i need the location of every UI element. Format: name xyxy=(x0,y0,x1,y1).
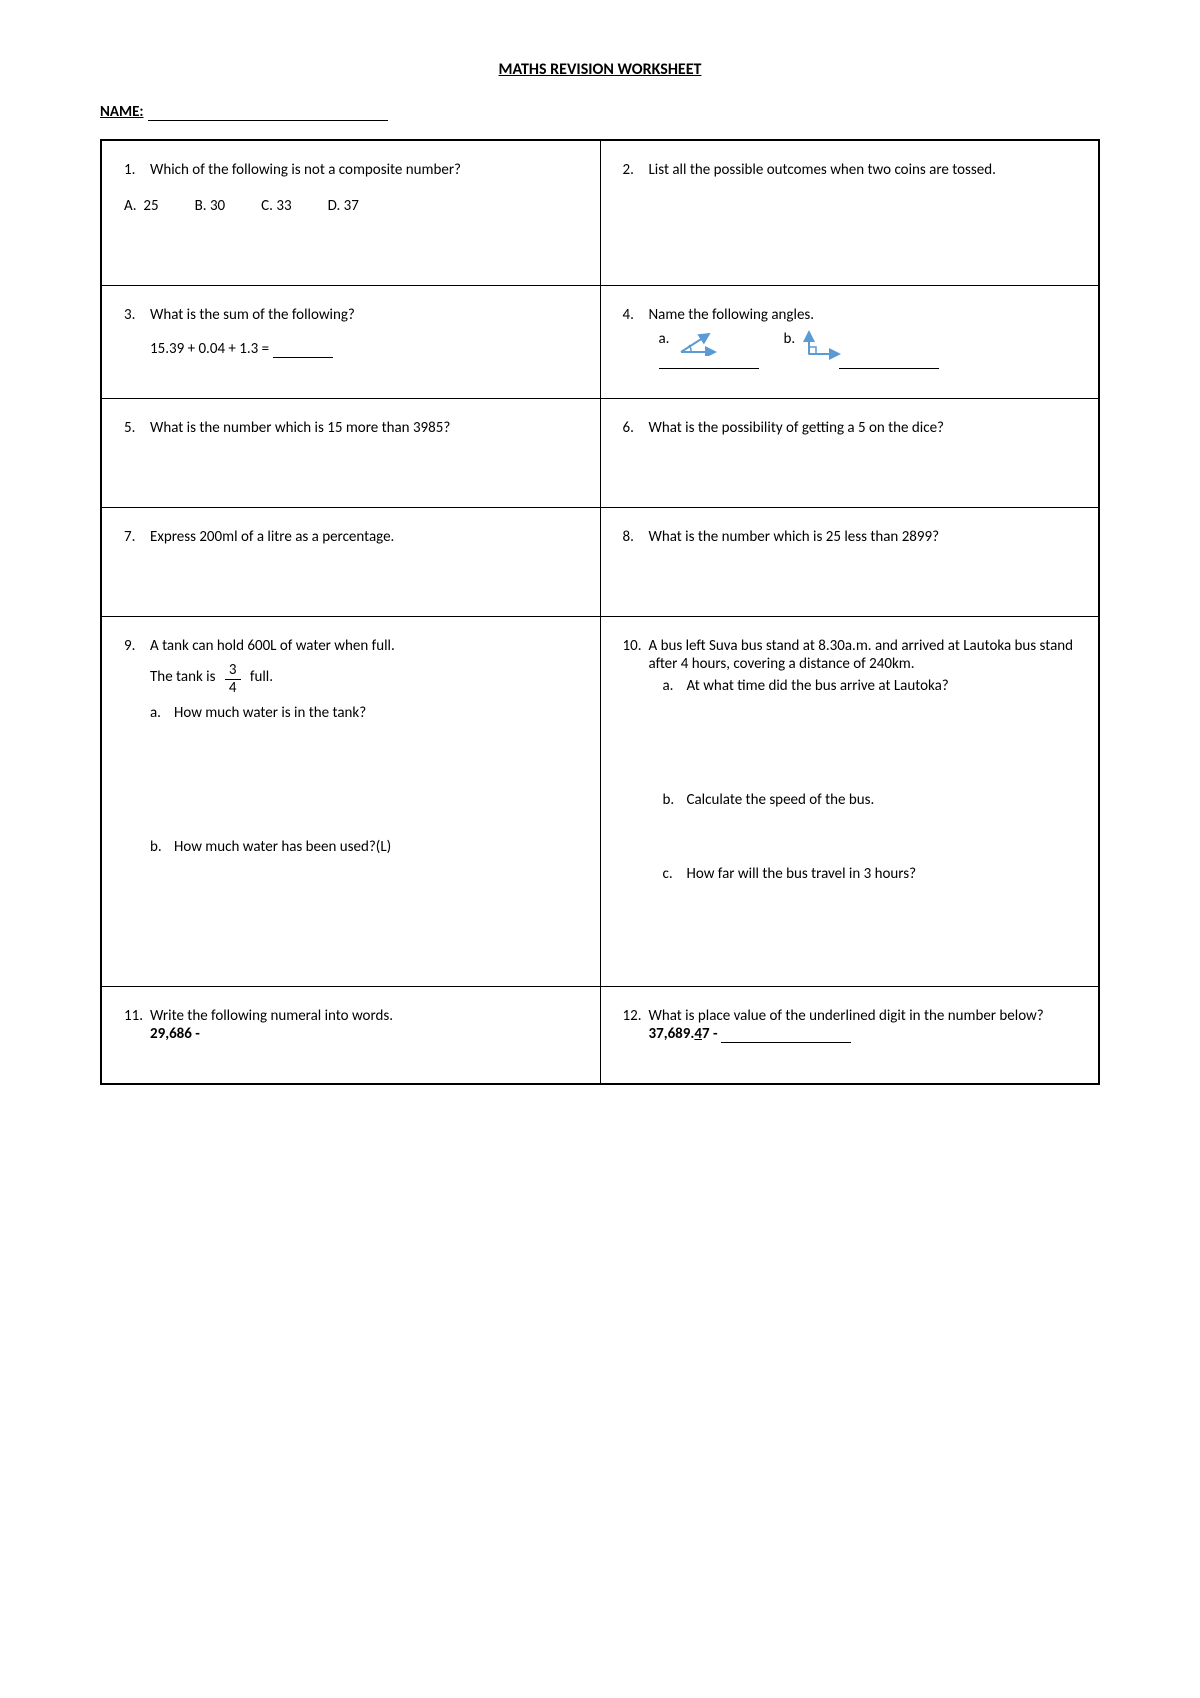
qtext: A bus left Suva bus stand at 8.30a.m. an… xyxy=(649,637,1077,883)
qtext: What is the possibility of getting a 5 o… xyxy=(649,419,1077,437)
worksheet-page: MATHS REVISION WORKSHEET NAME: 1. Which … xyxy=(0,0,1200,1145)
cell-q3: 3. What is the sum of the following? 15.… xyxy=(101,286,600,399)
qtext: What is place value of the underlined di… xyxy=(649,1007,1077,1043)
q9-line2: The tank is 3 4 full. xyxy=(150,661,578,694)
cell-q11: 11. Write the following numeral into wor… xyxy=(101,987,600,1085)
cell-q9: 9. A tank can hold 600L of water when fu… xyxy=(101,617,600,987)
q3-equation: 15.39 + 0.04 + 1.3 = xyxy=(124,340,578,358)
qtext: Which of the following is not a composit… xyxy=(150,161,578,179)
answer-blank[interactable] xyxy=(839,368,939,369)
name-label: NAME: xyxy=(100,103,144,121)
angle-b-label: b. xyxy=(783,328,795,348)
qnum: 9. xyxy=(124,637,150,655)
qtext: Write the following numeral into words. … xyxy=(150,1007,578,1043)
opt-b: B. 30 xyxy=(195,197,226,215)
qtext: Name the following angles. a. xyxy=(649,306,1077,369)
subtext: At what time did the bus arrive at Lauto… xyxy=(687,677,949,695)
qnum: 8. xyxy=(623,528,649,546)
qnum: 11. xyxy=(124,1007,150,1025)
subtext: Calculate the speed of the bus. xyxy=(687,791,875,809)
subtext: How much water has been used?(L) xyxy=(174,838,391,856)
qtext: Express 200ml of a litre as a percentage… xyxy=(150,528,578,546)
q11-value: 29,686 - xyxy=(150,1025,200,1043)
q1-options: A. 25 B. 30 C. 33 D. 37 xyxy=(124,197,578,215)
qnum: 7. xyxy=(124,528,150,546)
cell-q1: 1. Which of the following is not a compo… xyxy=(101,140,600,286)
fraction: 3 4 xyxy=(225,663,241,696)
qnum: 3. xyxy=(124,306,150,324)
angle-a-label: a. xyxy=(659,328,670,348)
worksheet-table: 1. Which of the following is not a compo… xyxy=(100,139,1100,1085)
cell-q4: 4. Name the following angles. a. xyxy=(600,286,1099,399)
cell-q2: 2. List all the possible outcomes when t… xyxy=(600,140,1099,286)
acute-angle-icon xyxy=(675,328,723,356)
angle-row: a. xyxy=(659,328,1077,360)
opt-a: A. 25 xyxy=(124,197,159,215)
qnum: 4. xyxy=(623,306,649,324)
opt-c: C. 33 xyxy=(261,197,291,215)
subletter: a. xyxy=(663,677,687,695)
right-angle-icon xyxy=(801,328,845,360)
name-row: NAME: xyxy=(100,103,1100,121)
qtext: What is the sum of the following? xyxy=(150,306,578,324)
qtext: List all the possible outcomes when two … xyxy=(649,161,1077,179)
answer-blank[interactable] xyxy=(721,1042,851,1043)
subletter: a. xyxy=(150,704,174,722)
cell-q7: 7. Express 200ml of a litre as a percent… xyxy=(101,508,600,617)
q9-line1: A tank can hold 600L of water when full. xyxy=(150,637,578,655)
cell-q12: 12. What is place value of the underline… xyxy=(600,987,1099,1085)
cell-q5: 5. What is the number which is 15 more t… xyxy=(101,399,600,508)
cell-q8: 8. What is the number which is 25 less t… xyxy=(600,508,1099,617)
qnum: 2. xyxy=(623,161,649,179)
page-title: MATHS REVISION WORKSHEET xyxy=(100,60,1100,79)
qtext: A tank can hold 600L of water when full.… xyxy=(150,637,578,966)
subletter: b. xyxy=(663,791,687,809)
qnum: 12. xyxy=(623,1007,649,1025)
qnum: 10. xyxy=(623,637,649,655)
qnum: 1. xyxy=(124,161,150,179)
qtext: What is the number which is 25 less than… xyxy=(649,528,1077,546)
qnum: 5. xyxy=(124,419,150,437)
answer-blank[interactable] xyxy=(273,357,333,358)
cell-q6: 6. What is the possibility of getting a … xyxy=(600,399,1099,508)
name-blank[interactable] xyxy=(148,120,388,121)
qtext: What is the number which is 15 more than… xyxy=(150,419,578,437)
subtext: How far will the bus travel in 3 hours? xyxy=(687,865,917,883)
answer-blank[interactable] xyxy=(659,368,759,369)
cell-q10: 10. A bus left Suva bus stand at 8.30a.m… xyxy=(600,617,1099,987)
q12-value: 37,689.47 - xyxy=(649,1025,722,1043)
subtext: How much water is in the tank? xyxy=(174,704,366,722)
qnum: 6. xyxy=(623,419,649,437)
subletter: c. xyxy=(663,865,687,883)
opt-d: D. 37 xyxy=(328,197,359,215)
subletter: b. xyxy=(150,838,174,856)
